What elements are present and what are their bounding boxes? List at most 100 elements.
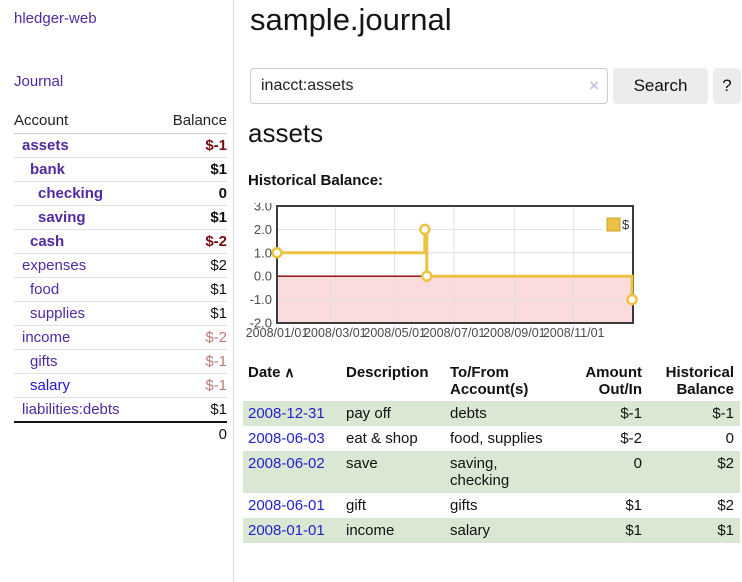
register-column-header[interactable]: Amount Out/In xyxy=(557,362,642,401)
sidebar-account-link[interactable]: bank xyxy=(30,161,66,178)
transaction-balance: 0 xyxy=(725,430,734,447)
register-column-label: Description xyxy=(346,364,429,381)
transaction-date: 2008-06-03 xyxy=(243,426,341,451)
register-column-label: Historical Balance xyxy=(665,364,734,398)
transaction-accounts: debts xyxy=(450,405,487,422)
register-row: 2008-01-01 income salary $1 $1 xyxy=(243,518,740,543)
accounts-rows: assets $-1 bank $1 checking 0 saving $1 cash $-2 e… xyxy=(14,134,227,421)
register-column-label: To/From Account(s) xyxy=(450,364,529,398)
account-row: liabilities:debts $1 xyxy=(14,398,227,421)
sidebar-account-link[interactable]: food xyxy=(30,281,60,298)
register-row: 2008-06-03 eat & shop food, supplies $-2 0 xyxy=(243,426,740,451)
account-row: food $1 xyxy=(14,278,227,302)
transaction-date-link[interactable]: 2008-06-03 xyxy=(248,430,325,447)
x-axis-tick-label: 2008/09/01 xyxy=(483,326,546,340)
transaction-date-link[interactable]: 2008-06-02 xyxy=(248,455,325,472)
sidebar-account-link[interactable]: saving xyxy=(38,209,86,226)
accounts-total-value: 0 xyxy=(218,426,227,443)
account-heading: assets xyxy=(248,118,324,148)
search-button[interactable]: Search xyxy=(613,68,708,104)
account-row: checking 0 xyxy=(14,182,227,206)
sidebar-account-link[interactable]: cash xyxy=(30,233,65,250)
help-button[interactable]: ? xyxy=(713,68,741,104)
register-column-header[interactable]: Date ∧ xyxy=(243,362,341,401)
transaction-accounts: food, supplies xyxy=(450,430,543,447)
account-balance: $-1 xyxy=(205,137,227,154)
register-column-header[interactable]: Description xyxy=(341,362,445,401)
register-table-header: Date ∧ Description To/From Account(s) Amoun… xyxy=(243,362,740,401)
account-row: salary $-1 xyxy=(14,374,227,398)
sidebar-account-link[interactable]: liabilities:debts xyxy=(22,401,120,418)
transaction-balance: $-1 xyxy=(712,405,734,422)
transaction-description: gift xyxy=(346,497,367,514)
transaction-date-link[interactable]: 2008-06-01 xyxy=(248,497,325,514)
transaction-description: save xyxy=(346,455,378,472)
legend-swatch xyxy=(606,217,621,232)
transaction-balance: $2 xyxy=(717,455,734,472)
sidebar-account-link[interactable]: checking xyxy=(38,185,104,202)
x-axis-tick-label: 2008/05/01 xyxy=(363,326,426,340)
page-title: sample.journal xyxy=(250,2,452,37)
plot-frame xyxy=(276,205,634,324)
account-row: income $-2 xyxy=(14,326,227,350)
account-row: supplies $1 xyxy=(14,302,227,326)
transaction-date: 2008-06-02 xyxy=(243,451,341,493)
transaction-accounts: gifts xyxy=(450,497,478,514)
clear-search-icon[interactable]: × xyxy=(589,76,599,95)
sidebar-account-link[interactable]: gifts xyxy=(30,353,58,370)
x-axis-tick-label: 2008/11/01 xyxy=(543,326,605,340)
data-point-marker xyxy=(271,247,283,259)
sidebar-account-link[interactable]: salary xyxy=(30,377,71,394)
historical-balance-chart: 3.0 2.0 1.0 0.0 -1.0 -2.02008/01/012008/03/01… xyxy=(246,203,638,340)
account-row: assets $-1 xyxy=(14,134,227,158)
accounts-table-header: Account Balance xyxy=(14,110,227,134)
search-input[interactable] xyxy=(250,68,608,104)
sidebar-divider xyxy=(233,0,234,582)
register-column-header[interactable]: Historical Balance xyxy=(642,362,740,401)
register-column-label: Date xyxy=(248,364,281,381)
sidebar-account-link[interactable]: supplies xyxy=(30,305,86,322)
transaction-amount: $-2 xyxy=(620,430,642,447)
account-balance: $-1 xyxy=(205,353,227,370)
transaction-accounts: saving, checking xyxy=(450,455,510,489)
x-axis-tick-label: 2008/01/01 xyxy=(246,326,309,340)
register-table: Date ∧ Description To/From Account(s) Amoun… xyxy=(243,362,740,543)
transaction-accounts: salary xyxy=(450,522,491,539)
account-balance: $-2 xyxy=(205,233,227,250)
account-balance: $1 xyxy=(210,161,227,178)
search-bar: × Search ? xyxy=(250,68,741,104)
y-axis-tick-label: 2.0 xyxy=(254,222,272,237)
x-axis-tick-label: 2008/03/01 xyxy=(304,326,367,340)
transaction-date: 2008-06-01 xyxy=(243,493,341,518)
accounts-header-account: Account xyxy=(14,112,69,129)
brand-link[interactable]: hledger-web xyxy=(14,10,97,27)
transaction-date-link[interactable]: 2008-12-31 xyxy=(248,405,325,422)
chart-title: Historical Balance: xyxy=(248,172,384,189)
sidebar-account-link[interactable]: income xyxy=(22,329,71,346)
account-row: bank $1 xyxy=(14,158,227,182)
y-axis-tick-label: -1.0 xyxy=(250,292,272,307)
register-column-header[interactable]: To/From Account(s) xyxy=(445,362,557,401)
transaction-description: eat & shop xyxy=(346,430,418,447)
transaction-amount: $1 xyxy=(625,522,642,539)
account-balance: $1 xyxy=(210,305,227,322)
account-balance: $2 xyxy=(210,257,227,274)
transaction-description: pay off xyxy=(346,405,391,422)
sort-ascending-icon: ∧ xyxy=(280,364,295,380)
x-axis-tick-label: 2008/07/01 xyxy=(423,326,486,340)
transaction-amount: 0 xyxy=(633,455,642,472)
transaction-balance: $2 xyxy=(717,497,734,514)
y-axis-tick-label: 0.0 xyxy=(254,269,272,284)
account-balance: 0 xyxy=(218,185,227,202)
transaction-date: 2008-12-31 xyxy=(243,401,341,426)
data-point-marker xyxy=(626,293,638,306)
transaction-date-link[interactable]: 2008-01-01 xyxy=(248,522,325,539)
sidebar-account-link[interactable]: expenses xyxy=(22,257,87,274)
y-axis-tick-label: -2.0 xyxy=(250,316,272,331)
y-axis-tick-label: 1.0 xyxy=(254,245,272,260)
account-balance: $1 xyxy=(210,281,227,298)
sidebar-item-journal[interactable]: Journal xyxy=(14,73,64,90)
sidebar-account-link[interactable]: assets xyxy=(22,137,69,154)
register-row: 2008-06-01 gift gifts $1 $2 xyxy=(243,493,740,518)
data-point-marker xyxy=(419,223,431,236)
